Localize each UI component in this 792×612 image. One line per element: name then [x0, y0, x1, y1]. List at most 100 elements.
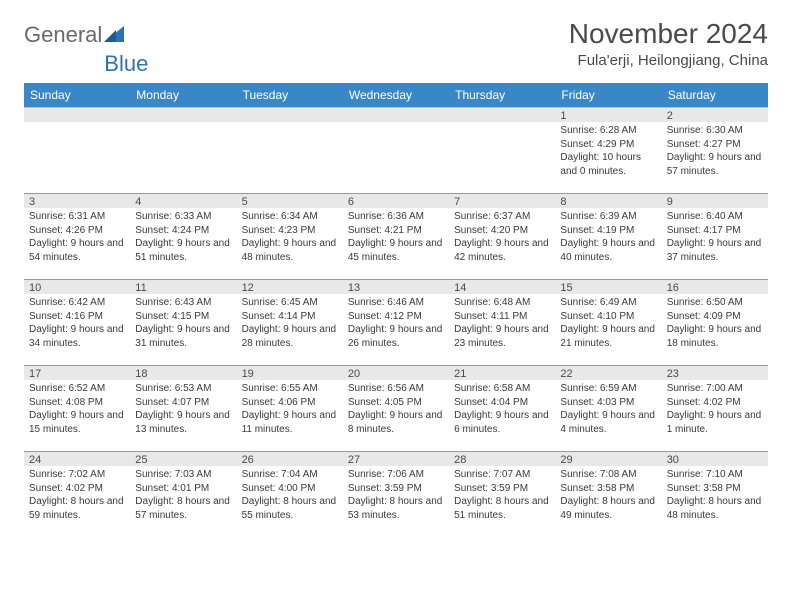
sunset-line: Sunset: 4:05 PM [348, 396, 444, 410]
weekday-header: Tuesday [237, 83, 343, 108]
sunset-line: Sunset: 3:58 PM [560, 482, 656, 496]
calendar-cell: 15Sunrise: 6:49 AMSunset: 4:10 PMDayligh… [555, 280, 661, 366]
sunset-line: Sunset: 4:04 PM [454, 396, 550, 410]
day-number: 9 [662, 194, 768, 208]
calendar-cell: 29Sunrise: 7:08 AMSunset: 3:58 PMDayligh… [555, 452, 661, 538]
calendar-cell: 22Sunrise: 6:59 AMSunset: 4:03 PMDayligh… [555, 366, 661, 452]
calendar-cell [343, 108, 449, 194]
daylight-line: Daylight: 9 hours and 6 minutes. [454, 409, 550, 436]
sunset-line: Sunset: 4:10 PM [560, 310, 656, 324]
sunset-line: Sunset: 4:02 PM [667, 396, 763, 410]
daylight-line: Daylight: 9 hours and 18 minutes. [667, 323, 763, 350]
daylight-line: Daylight: 8 hours and 51 minutes. [454, 495, 550, 522]
daylight-line: Daylight: 9 hours and 23 minutes. [454, 323, 550, 350]
sunrise-line: Sunrise: 7:08 AM [560, 468, 656, 482]
day-number: 14 [449, 280, 555, 294]
day-details: Sunrise: 6:34 AMSunset: 4:23 PMDaylight:… [237, 208, 343, 266]
calendar-cell: 9Sunrise: 6:40 AMSunset: 4:17 PMDaylight… [662, 194, 768, 280]
day-details: Sunrise: 7:00 AMSunset: 4:02 PMDaylight:… [662, 380, 768, 438]
day-number: 27 [343, 452, 449, 466]
calendar-cell: 17Sunrise: 6:52 AMSunset: 4:08 PMDayligh… [24, 366, 130, 452]
daylight-line: Daylight: 9 hours and 21 minutes. [560, 323, 656, 350]
daylight-line: Daylight: 9 hours and 1 minute. [667, 409, 763, 436]
sunset-line: Sunset: 4:27 PM [667, 138, 763, 152]
daylight-line: Daylight: 9 hours and 37 minutes. [667, 237, 763, 264]
day-number: 1 [555, 108, 661, 122]
sunset-line: Sunset: 4:20 PM [454, 224, 550, 238]
calendar-cell: 27Sunrise: 7:06 AMSunset: 3:59 PMDayligh… [343, 452, 449, 538]
daylight-line: Daylight: 9 hours and 28 minutes. [242, 323, 338, 350]
daylight-line: Daylight: 9 hours and 45 minutes. [348, 237, 444, 264]
sunrise-line: Sunrise: 6:49 AM [560, 296, 656, 310]
sunrise-line: Sunrise: 6:46 AM [348, 296, 444, 310]
day-details: Sunrise: 7:08 AMSunset: 3:58 PMDaylight:… [555, 466, 661, 524]
day-number [237, 108, 343, 122]
day-details: Sunrise: 7:02 AMSunset: 4:02 PMDaylight:… [24, 466, 130, 524]
sunrise-line: Sunrise: 6:59 AM [560, 382, 656, 396]
sunrise-line: Sunrise: 6:55 AM [242, 382, 338, 396]
day-number: 18 [130, 366, 236, 380]
day-number: 19 [237, 366, 343, 380]
calendar-cell: 21Sunrise: 6:58 AMSunset: 4:04 PMDayligh… [449, 366, 555, 452]
daylight-line: Daylight: 9 hours and 13 minutes. [135, 409, 231, 436]
daylight-line: Daylight: 10 hours and 0 minutes. [560, 151, 656, 178]
day-number: 3 [24, 194, 130, 208]
sunrise-line: Sunrise: 7:03 AM [135, 468, 231, 482]
sunrise-line: Sunrise: 6:56 AM [348, 382, 444, 396]
location: Fula'erji, Heilongjiang, China [569, 52, 768, 69]
sunrise-line: Sunrise: 6:36 AM [348, 210, 444, 224]
daylight-line: Daylight: 8 hours and 48 minutes. [667, 495, 763, 522]
day-details: Sunrise: 6:59 AMSunset: 4:03 PMDaylight:… [555, 380, 661, 438]
sunrise-line: Sunrise: 6:52 AM [29, 382, 125, 396]
daylight-line: Daylight: 9 hours and 34 minutes. [29, 323, 125, 350]
sunrise-line: Sunrise: 6:53 AM [135, 382, 231, 396]
sunset-line: Sunset: 4:03 PM [560, 396, 656, 410]
day-number: 17 [24, 366, 130, 380]
day-details: Sunrise: 6:48 AMSunset: 4:11 PMDaylight:… [449, 294, 555, 352]
day-number: 11 [130, 280, 236, 294]
day-number: 26 [237, 452, 343, 466]
daylight-line: Daylight: 9 hours and 8 minutes. [348, 409, 444, 436]
calendar-cell: 28Sunrise: 7:07 AMSunset: 3:59 PMDayligh… [449, 452, 555, 538]
day-number: 30 [662, 452, 768, 466]
sunset-line: Sunset: 4:08 PM [29, 396, 125, 410]
day-number: 8 [555, 194, 661, 208]
calendar-body: 1Sunrise: 6:28 AMSunset: 4:29 PMDaylight… [24, 108, 768, 538]
calendar-week-row: 1Sunrise: 6:28 AMSunset: 4:29 PMDaylight… [24, 108, 768, 194]
sunset-line: Sunset: 4:02 PM [29, 482, 125, 496]
calendar-cell: 3Sunrise: 6:31 AMSunset: 4:26 PMDaylight… [24, 194, 130, 280]
day-details: Sunrise: 6:45 AMSunset: 4:14 PMDaylight:… [237, 294, 343, 352]
sunrise-line: Sunrise: 7:04 AM [242, 468, 338, 482]
sunrise-line: Sunrise: 7:02 AM [29, 468, 125, 482]
sunset-line: Sunset: 4:15 PM [135, 310, 231, 324]
weekday-header: Thursday [449, 83, 555, 108]
day-details: Sunrise: 6:42 AMSunset: 4:16 PMDaylight:… [24, 294, 130, 352]
sunset-line: Sunset: 4:19 PM [560, 224, 656, 238]
sunrise-line: Sunrise: 6:39 AM [560, 210, 656, 224]
daylight-line: Daylight: 9 hours and 48 minutes. [242, 237, 338, 264]
daylight-line: Daylight: 8 hours and 59 minutes. [29, 495, 125, 522]
daylight-line: Daylight: 8 hours and 55 minutes. [242, 495, 338, 522]
daylight-line: Daylight: 9 hours and 40 minutes. [560, 237, 656, 264]
day-details: Sunrise: 7:04 AMSunset: 4:00 PMDaylight:… [237, 466, 343, 524]
calendar-cell: 5Sunrise: 6:34 AMSunset: 4:23 PMDaylight… [237, 194, 343, 280]
brand-logo: General [24, 22, 124, 48]
sunset-line: Sunset: 4:14 PM [242, 310, 338, 324]
sunrise-line: Sunrise: 6:50 AM [667, 296, 763, 310]
brand-part2: Blue [104, 51, 148, 77]
calendar-cell: 18Sunrise: 6:53 AMSunset: 4:07 PMDayligh… [130, 366, 236, 452]
day-number: 21 [449, 366, 555, 380]
day-details: Sunrise: 6:50 AMSunset: 4:09 PMDaylight:… [662, 294, 768, 352]
calendar-cell [130, 108, 236, 194]
day-details: Sunrise: 6:36 AMSunset: 4:21 PMDaylight:… [343, 208, 449, 266]
sunrise-line: Sunrise: 7:00 AM [667, 382, 763, 396]
sunrise-line: Sunrise: 6:43 AM [135, 296, 231, 310]
calendar-cell [237, 108, 343, 194]
day-details: Sunrise: 6:31 AMSunset: 4:26 PMDaylight:… [24, 208, 130, 266]
sunset-line: Sunset: 4:24 PM [135, 224, 231, 238]
sunset-line: Sunset: 4:17 PM [667, 224, 763, 238]
day-details: Sunrise: 6:58 AMSunset: 4:04 PMDaylight:… [449, 380, 555, 438]
day-number: 7 [449, 194, 555, 208]
day-number: 24 [24, 452, 130, 466]
calendar-week-row: 3Sunrise: 6:31 AMSunset: 4:26 PMDaylight… [24, 194, 768, 280]
